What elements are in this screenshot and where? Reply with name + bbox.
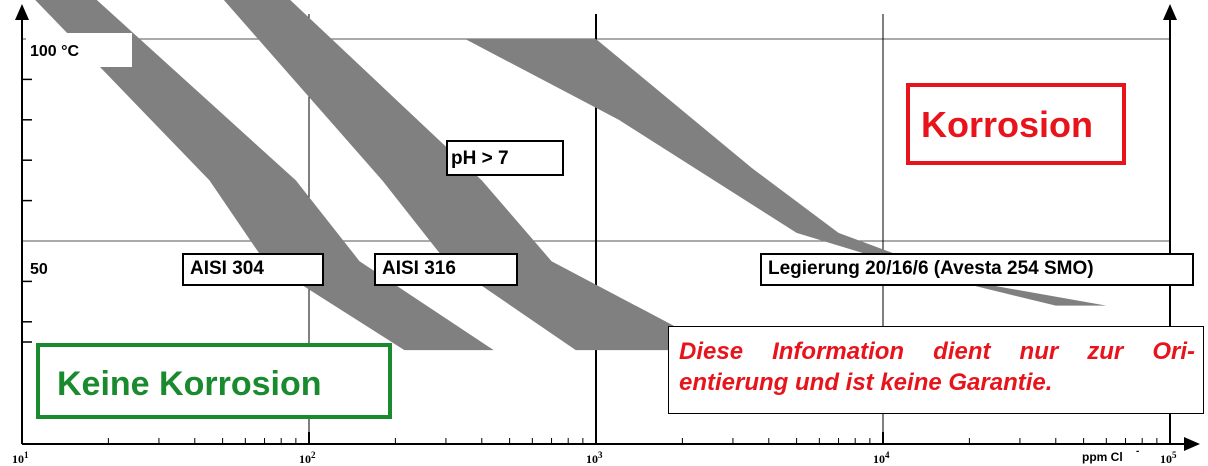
x-tick-label: 104 [873, 450, 890, 466]
x-tick-label: 102 [299, 450, 316, 466]
no-corrosion-label: Keine Korrosion [36, 343, 392, 419]
x-tick-label: 103 [586, 450, 603, 466]
aisi-316-label: AISI 316 [374, 253, 518, 286]
y-label-100: 100 °C [30, 43, 80, 60]
y-ticks [22, 78, 32, 343]
alloy-label: Legierung 20/16/6 (Avesta 254 SMO) [760, 253, 1194, 286]
band-1 [35, 0, 494, 351]
x-axis-label-minus: - [1136, 446, 1139, 457]
x-axis-label: ppm Cl [1082, 450, 1123, 464]
corrosion-label: Korrosion [906, 83, 1126, 165]
disclaimer-note: Diese Information dient nur zur Ori- ent… [668, 326, 1204, 414]
x-tick-exp: 1 [24, 450, 29, 460]
x-tick-exp: 5 [1172, 450, 1177, 460]
band-3 [465, 39, 1107, 306]
x-tick-label: 101 [12, 450, 29, 466]
bands [35, 0, 1107, 351]
ph-label: pH > 7 [446, 140, 564, 176]
y-axis-arrow [15, 4, 29, 20]
aisi-304-label: AISI 304 [182, 253, 324, 286]
y-label-100-bg [26, 33, 132, 67]
disclaimer-line-2: entierung und ist keine Garantie. [679, 369, 1053, 396]
x-tick-exp: 4 [885, 450, 890, 460]
disclaimer-line-1: Diese Information dient nur zur Ori- [679, 338, 1195, 365]
x-tick-exp: 3 [598, 450, 603, 460]
x-tick-base: 10 [1160, 452, 1172, 466]
right-axis-arrow [1163, 4, 1177, 20]
y-label-50: 50 [30, 261, 48, 278]
x-tick-exp: 2 [311, 450, 316, 460]
x-ticks: 101 102 103 104 105 [12, 432, 1177, 466]
x-tick-base: 10 [873, 452, 885, 466]
x-tick-base: 10 [12, 452, 24, 466]
x-tick-label: 105 [1160, 450, 1177, 466]
x-tick-base: 10 [586, 452, 598, 466]
x-tick-base: 10 [299, 452, 311, 466]
x-axis-arrow [1184, 437, 1200, 451]
